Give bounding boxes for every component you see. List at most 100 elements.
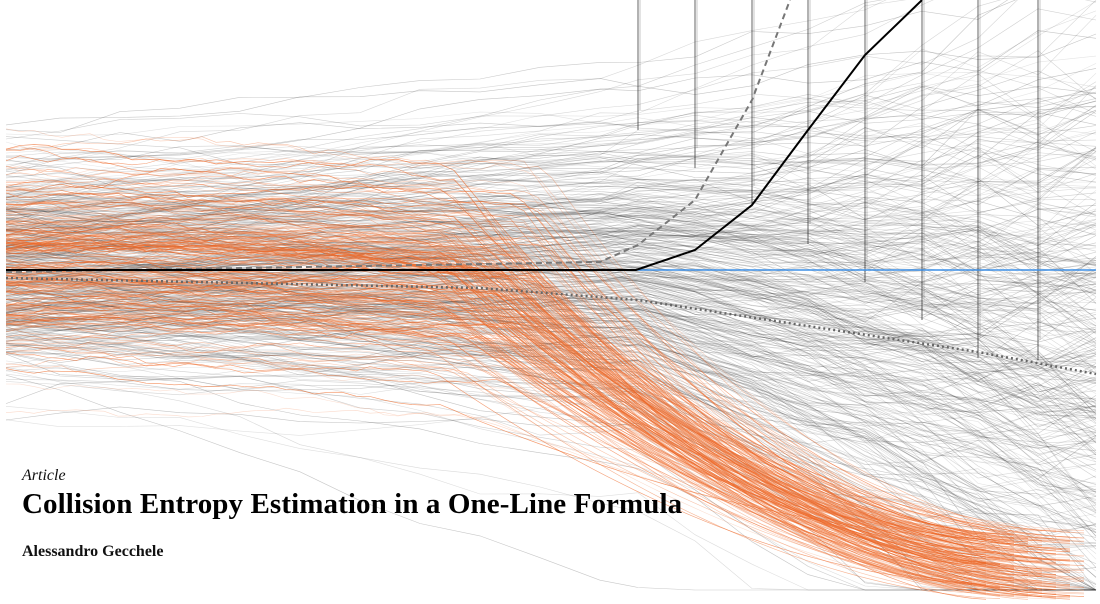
orange-trajectory: [5, 286, 1057, 590]
gray-trajectory: [5, 331, 1097, 495]
orange-trajectory: [5, 239, 1043, 578]
article-author: Alessandro Gecchele: [22, 543, 164, 560]
gray-trajectory: [5, 189, 1097, 297]
orange-trajectory: [5, 235, 1057, 595]
orange-trajectory: [5, 383, 1015, 545]
gray-trajectory: [5, 336, 1097, 493]
orange-trajectory: [5, 270, 973, 581]
orange-trajectory: [5, 241, 1043, 559]
orange-trajectory: [5, 246, 1071, 537]
orange-trajectory: [5, 176, 1029, 582]
gray-trajectory: [5, 323, 1097, 444]
orange-trajectory: [5, 244, 973, 565]
gray-trajectory: [5, 101, 1097, 221]
orange-trajectory: [5, 243, 987, 559]
orange-trajectory: [5, 308, 973, 586]
orange-trajectory: [5, 165, 1029, 553]
gray-trajectory: [5, 235, 1097, 414]
orange-trajectory: [5, 308, 1085, 569]
gray-trajectory: [5, 373, 1097, 585]
gray-trajectory: [5, 147, 1097, 213]
gray-trajectory: [5, 260, 1097, 405]
orange-trajectory: [5, 184, 1057, 575]
gray-trajectory: [5, 208, 1097, 290]
gray-trajectory: [5, 334, 1096, 591]
orange-trajectory: [5, 306, 1015, 561]
gray-trajectory: [5, 0, 884, 140]
orange-trajectory: [5, 164, 1043, 594]
orange-trajectory: [5, 338, 1085, 570]
orange-trajectory: [5, 264, 1043, 592]
orange-trajectory: [5, 276, 987, 586]
orange-trajectory: [5, 290, 1057, 575]
gray-trajectory: [5, 308, 1097, 421]
gray-trajectory: [5, 212, 1097, 294]
orange-trajectory: [5, 407, 1043, 532]
orange-trajectory: [5, 330, 1029, 542]
gray-trajectory: [5, 105, 1097, 192]
gray-trajectory: [5, 262, 1097, 327]
orange-trajectory: [5, 312, 1015, 544]
gray-trajectory: [5, 209, 1097, 266]
gray-trajectory: [5, 332, 1096, 591]
gray-trajectory: [5, 30, 1097, 176]
gray-trajectory: [5, 287, 1097, 591]
gray-trajectory: [5, 0, 1097, 226]
orange-trajectory: [5, 210, 1015, 578]
gray-trajectory: [5, 98, 1097, 168]
gray-trajectory: [5, 219, 1097, 295]
orange-trajectory: [5, 268, 987, 573]
gray-trajectory: [5, 184, 1097, 243]
orange-trajectory: [5, 368, 1015, 541]
orange-trajectory: [5, 295, 987, 540]
orange-trajectory: [5, 347, 973, 594]
gray-trajectory: [5, 315, 1097, 544]
gray-trajectory: [5, 125, 1097, 171]
orange-trajectory: [5, 230, 1043, 535]
gray-trajectory: [5, 209, 1097, 331]
gray-trajectory: [5, 254, 1097, 455]
gray-trajectory: [5, 256, 1097, 591]
orange-trajectory: [5, 229, 987, 566]
orange-trajectory: [5, 315, 1029, 589]
gray-trajectory: [5, 238, 1097, 417]
gray-trajectory: [5, 87, 1097, 151]
gray-trajectory: [5, 257, 1097, 380]
orange-trajectory: [5, 195, 1001, 587]
orange-trajectory: [5, 238, 1057, 570]
orange-trajectory: [5, 146, 1085, 588]
orange-trajectory: [5, 217, 1085, 580]
gray-trajectory: [5, 234, 1097, 293]
gray-trajectory: [5, 129, 1097, 292]
orange-trajectory: [5, 303, 1001, 588]
orange-trajectory: [5, 296, 1043, 542]
gray-trajectory: [5, 200, 1097, 314]
orange-trajectory: [5, 243, 987, 559]
orange-trajectory: [5, 213, 1001, 579]
orange-trajectory: [5, 230, 973, 584]
gray-trajectory: [5, 303, 1097, 466]
gray-trajectory: [5, 344, 1097, 551]
orange-trajectory: [5, 261, 987, 600]
orange-trajectory: [5, 223, 1071, 589]
gray-trajectory: [5, 312, 1097, 419]
gray-trajectory: [5, 240, 1097, 296]
orange-trajectory: [5, 233, 1085, 557]
orange-trajectory: [5, 241, 1071, 542]
gray-trajectory: [5, 255, 1097, 591]
dotted-trend-line: [5, 276, 1097, 376]
orange-trajectory: [5, 247, 1015, 572]
orange-trajectory: [5, 231, 1029, 539]
orange-trajectory: [5, 294, 1071, 586]
orange-trajectory: [5, 215, 1029, 554]
gray-trajectory: [5, 266, 1097, 392]
orange-trajectory: [5, 306, 1001, 589]
gray-trajectory: [5, 224, 1097, 309]
orange-trajectory: [5, 253, 973, 536]
gray-trajectory: [5, 108, 1097, 222]
gray-trajectory: [5, 245, 1097, 310]
gray-trajectory: [5, 231, 1097, 370]
gray-trajectory: [5, 0, 907, 246]
orange-trajectory: [5, 222, 1071, 553]
gray-trajectory: [5, 327, 1096, 591]
